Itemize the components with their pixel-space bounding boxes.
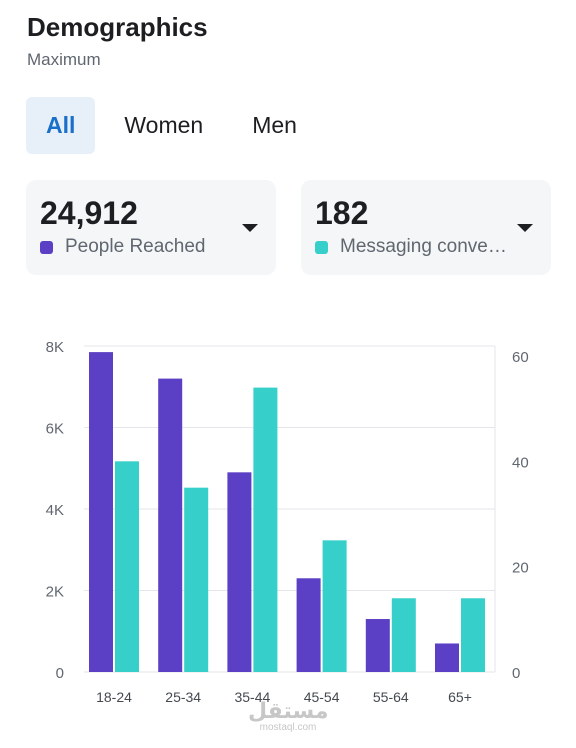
metric-value: 182 bbox=[315, 195, 369, 231]
y-left-tick-label: 8K bbox=[46, 339, 64, 356]
y-left-tick-label: 4K bbox=[46, 502, 64, 519]
metric-card-messaging[interactable]: 182 Messaging conve… bbox=[301, 180, 551, 275]
tab-men[interactable]: Men bbox=[252, 112, 297, 138]
y-left-tick-label: 6K bbox=[46, 421, 64, 438]
chevron-down-icon[interactable] bbox=[517, 224, 533, 232]
metric-card-people-reached[interactable]: 24,912 People Reached bbox=[26, 180, 276, 275]
bar-messaging bbox=[253, 387, 278, 672]
x-tick-label: 55-64 bbox=[373, 689, 409, 705]
y-right-tick-label: 20 bbox=[512, 560, 529, 577]
bar-people-reached bbox=[89, 352, 113, 672]
watermark-latin: mostaql.com bbox=[259, 722, 317, 733]
x-tick-label: 35-44 bbox=[234, 689, 270, 705]
x-tick-label: 18-24 bbox=[96, 689, 132, 705]
metric-label-row: Messaging conve… bbox=[315, 236, 537, 258]
tab-women[interactable]: Women bbox=[124, 112, 204, 138]
bar-messaging bbox=[184, 487, 209, 672]
bar-people-reached bbox=[435, 643, 459, 672]
y-left-tick-label: 0 bbox=[56, 665, 64, 682]
bar-people-reached bbox=[158, 378, 183, 672]
chevron-down-icon[interactable] bbox=[242, 224, 258, 232]
metric-label-row: People Reached bbox=[40, 236, 262, 258]
x-tick-label: 45-54 bbox=[304, 689, 340, 705]
bar-messaging bbox=[115, 461, 139, 672]
legend-swatch bbox=[315, 240, 328, 254]
page-subtitle: Maximum bbox=[27, 50, 101, 69]
x-tick-label: 25-34 bbox=[165, 689, 201, 705]
metric-label: People Reached bbox=[65, 236, 206, 257]
bar-messaging bbox=[322, 540, 347, 672]
bar-people-reached bbox=[365, 619, 390, 672]
age-bar-chart: 0 2K 4K 6K 8K 0 20 40 60 18-24 25-34 35-44 45-54 55-6… bbox=[46, 339, 529, 705]
metric-value: 24,912 bbox=[40, 195, 138, 231]
y-right-tick-label: 40 bbox=[512, 454, 529, 471]
metric-label: Messaging conve… bbox=[340, 236, 507, 257]
bar-messaging bbox=[461, 598, 485, 672]
y-left-tick-label: 2K bbox=[46, 584, 64, 601]
watermark-arabic: مستقل bbox=[248, 698, 329, 723]
page-title: Demographics bbox=[27, 12, 208, 42]
y-right-tick-label: 0 bbox=[512, 665, 520, 682]
bar-people-reached bbox=[227, 472, 252, 672]
legend-swatch bbox=[40, 240, 53, 254]
y-right-tick-label: 60 bbox=[512, 349, 529, 366]
tab-all[interactable]: All bbox=[26, 97, 96, 154]
x-tick-label: 65+ bbox=[448, 689, 472, 705]
bar-people-reached bbox=[296, 578, 321, 672]
bar-messaging bbox=[391, 598, 416, 672]
gender-tabs: All Women Men bbox=[26, 97, 326, 154]
watermark-logo: مستقل mostaql.com bbox=[248, 700, 328, 734]
